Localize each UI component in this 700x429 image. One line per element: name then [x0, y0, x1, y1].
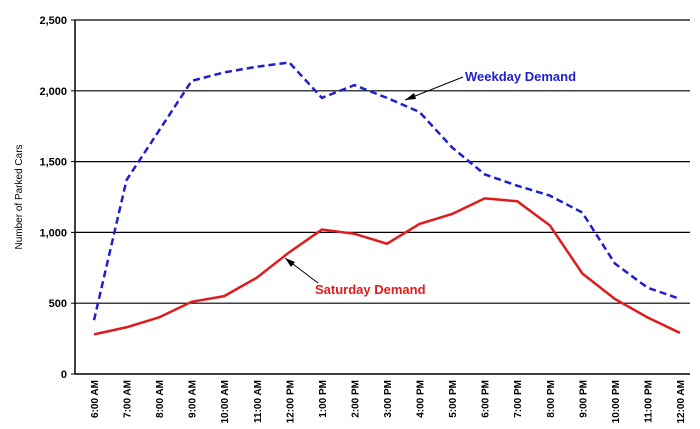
x-tick-label: 2:00 PM	[350, 380, 361, 418]
x-tick-label: 6:00 AM	[90, 380, 101, 418]
x-tick-label: 1:00 PM	[318, 380, 329, 418]
arrow-head	[405, 93, 416, 100]
series-label: Weekday Demand	[465, 69, 576, 84]
x-tick-label: 9:00 PM	[578, 380, 589, 418]
y-tick-label: 2,000	[39, 86, 67, 98]
x-tick-label: 9:00 AM	[188, 380, 199, 418]
x-tick-label: 8:00 PM	[546, 380, 557, 418]
x-tick-label: 7:00 AM	[123, 380, 134, 418]
x-tick-label: 12:00 PM	[285, 380, 296, 423]
x-tick-label: 4:00 PM	[416, 380, 427, 418]
x-tick-label: 5:00 PM	[448, 380, 459, 418]
y-tick-label: 1,000	[39, 227, 67, 239]
x-tick-label: 10:00 PM	[611, 380, 622, 423]
x-tick-label: 8:00 AM	[155, 380, 166, 418]
x-tick-label: 11:00 PM	[643, 380, 654, 423]
y-tick-label: 2,500	[39, 15, 67, 27]
series-label: Saturday Demand	[315, 282, 426, 297]
arrow-head	[285, 258, 295, 267]
x-tick-label: 7:00 PM	[513, 380, 524, 418]
x-tick-label: 12:00 AM	[676, 380, 687, 424]
x-tick-label: 3:00 PM	[383, 380, 394, 418]
x-tick-label: 6:00 PM	[481, 380, 492, 418]
y-tick-label: 0	[61, 369, 67, 381]
x-tick-label: 10:00 AM	[220, 380, 231, 424]
x-tick-label: 11:00 AM	[253, 380, 264, 423]
y-axis-label: Number of Parked Cars	[14, 144, 25, 249]
y-tick-label: 500	[49, 298, 67, 310]
y-tick-label: 1,500	[39, 157, 67, 169]
series-line	[93, 197, 681, 336]
